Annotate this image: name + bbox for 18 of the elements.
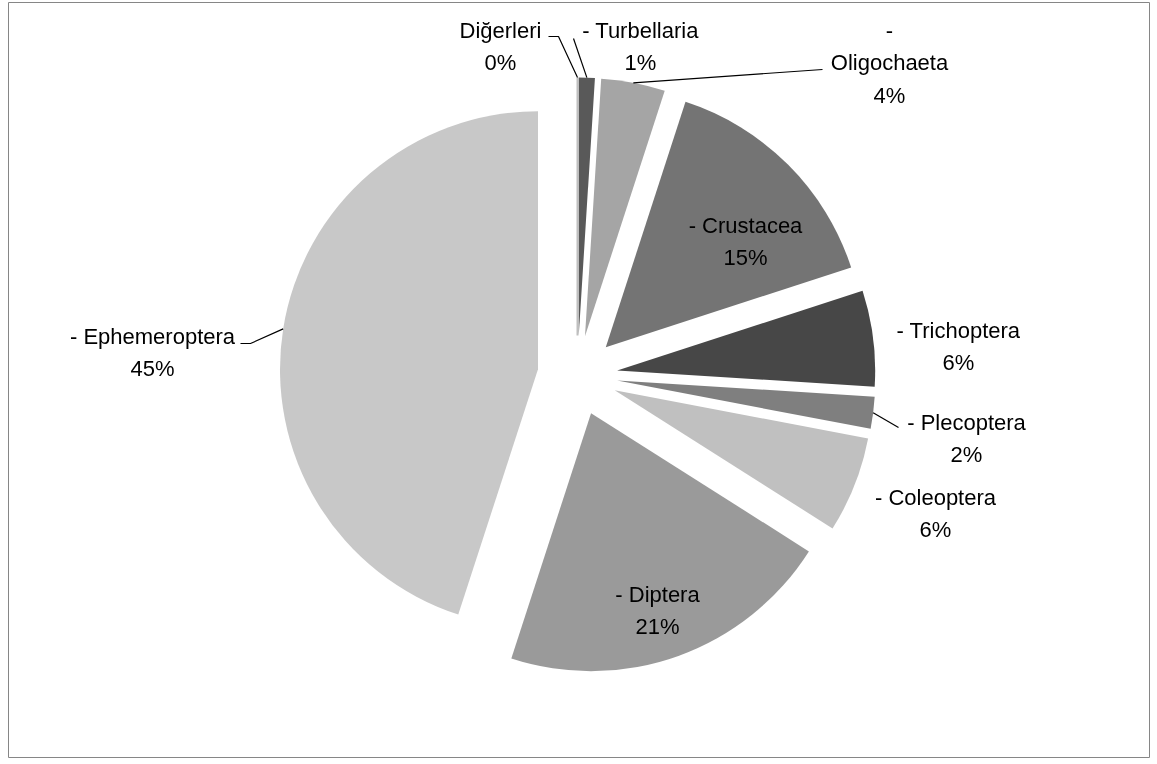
slice-label: - Plecoptera xyxy=(907,409,1027,435)
data-label: 2% xyxy=(950,442,983,468)
data-label: 4% xyxy=(873,82,906,108)
data-label: 6% xyxy=(919,517,952,543)
slice-label: - Trichoptera xyxy=(896,317,1021,343)
slice-label: - Diptera xyxy=(615,581,701,607)
data-label: 45% xyxy=(130,356,175,382)
slice-label: - Coleoptera xyxy=(874,484,997,510)
data-label: 1% xyxy=(624,50,657,76)
slice-label: - Crustacea xyxy=(688,212,804,238)
text: 0% xyxy=(484,50,517,76)
slice-label: - Ephemeroptera xyxy=(69,323,236,349)
data-label: 6% xyxy=(942,350,975,376)
data-label: 21% xyxy=(635,614,680,640)
slice-label: - Oligochaeta xyxy=(830,17,949,75)
data-label: 15% xyxy=(723,245,768,271)
slice-label: - Turbellaria xyxy=(582,17,700,43)
category-label: Diğerleri xyxy=(459,17,542,43)
